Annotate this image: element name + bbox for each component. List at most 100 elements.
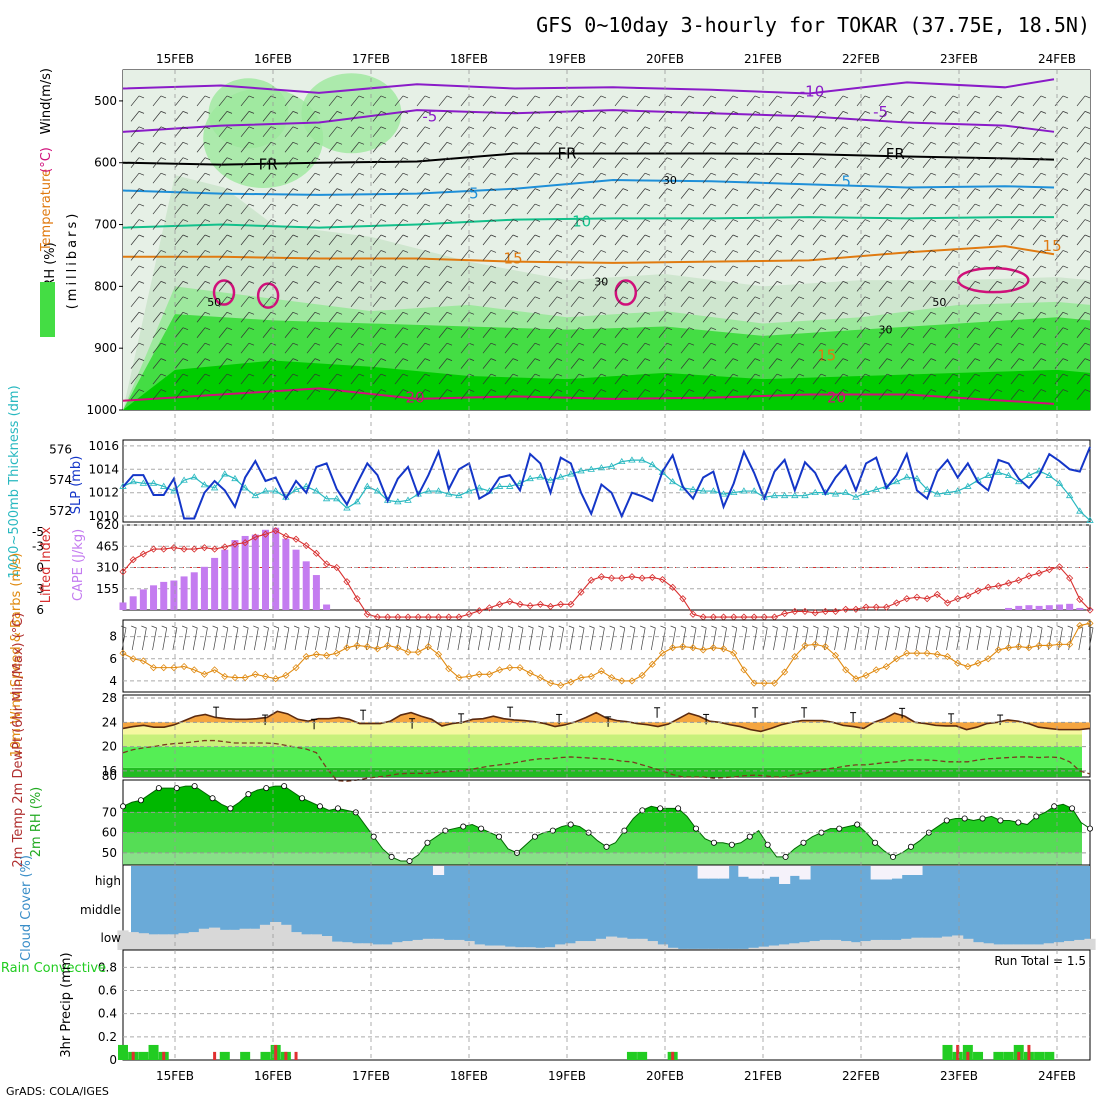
cloud-low-bar	[911, 938, 922, 950]
precip-total-bar	[220, 1052, 230, 1060]
cloud-low-bar	[1074, 940, 1085, 950]
cloud-low-bar	[922, 938, 933, 950]
y-tick-label-temp: 28	[102, 691, 117, 705]
y-tick-label-cape: 155	[96, 582, 119, 596]
cape-bar	[323, 605, 330, 610]
precip-total-bar	[240, 1052, 250, 1060]
rh-point	[908, 844, 913, 849]
footer-credit: GrADS: COLA/IGES	[6, 1085, 109, 1098]
rh-point	[425, 840, 430, 845]
y-axis-title-lifted: Lifted Index	[39, 526, 54, 603]
cloud-high-bar	[698, 866, 709, 879]
rh-point	[335, 806, 340, 811]
date-label-top: 17FEB	[352, 52, 390, 66]
cloud-low-bar	[769, 946, 780, 950]
cloud-level-label: middle	[80, 903, 121, 917]
y-tick-label-rh-top: 80	[102, 769, 117, 783]
cloud-low-bar	[250, 929, 261, 950]
date-label-top: 21FEB	[744, 52, 782, 66]
cape-bar	[293, 550, 300, 610]
rh-point	[156, 785, 161, 790]
precip-total-bar	[637, 1052, 647, 1060]
rh-point	[407, 858, 412, 863]
cloud-low-bar	[810, 941, 821, 950]
cloud-low-bar	[484, 946, 495, 950]
rh-point	[282, 783, 287, 788]
cloud-low-bar	[596, 939, 607, 950]
cloud-low-bar	[779, 944, 790, 950]
y-tick-label-rh: 70	[102, 805, 117, 819]
cloud-low-bar	[1064, 941, 1075, 950]
cape-bar	[150, 585, 157, 610]
precip-total-bar	[1044, 1052, 1054, 1060]
y-axis-title-part: Wind	[39, 102, 54, 135]
y-axis-title-slp: SLP (mb)	[69, 456, 84, 515]
rh-point	[658, 806, 663, 811]
cloud-low-bar	[932, 938, 943, 950]
rh-point	[801, 840, 806, 845]
date-label-top: 23FEB	[940, 52, 978, 66]
rh-point	[568, 822, 573, 827]
precip-total-bar	[149, 1045, 159, 1060]
cloud-high-bar	[759, 866, 770, 879]
cloud-high-bar	[749, 866, 760, 879]
cape-bar	[181, 576, 188, 610]
cloud-low-bar	[860, 941, 871, 950]
precip-total-bar	[1004, 1052, 1014, 1060]
cloud-low-bar	[901, 939, 912, 950]
cloud-low-bar	[993, 944, 1004, 950]
cloud-high-bar	[911, 866, 922, 875]
cloud-low-bar	[382, 944, 393, 950]
cape-bar	[191, 572, 198, 610]
temp-band	[123, 768, 1082, 777]
rh-point	[962, 816, 967, 821]
precip-conv-bar	[284, 1052, 287, 1060]
cloud-low-bar	[575, 941, 586, 950]
cloud-low-bar	[158, 934, 169, 950]
rh-point	[299, 796, 304, 801]
y-tick-label-cape: 620	[96, 518, 119, 532]
precip-conv-bar	[671, 1052, 674, 1060]
cloud-low-bar	[209, 928, 220, 950]
cloud-low-bar	[616, 938, 627, 950]
rh-point	[837, 826, 842, 831]
upper-air-panel: -10-5 -5FRFR FR551015151520 20303050 5030500…	[39, 68, 1090, 417]
y-tick-label: 1000	[86, 403, 117, 417]
date-label-bottom: 17FEB	[352, 1069, 390, 1083]
rh-point	[980, 816, 985, 821]
cloud-level-label: high	[95, 874, 121, 888]
cloud-low-bar	[413, 940, 424, 950]
cape-bar	[140, 589, 147, 610]
date-label-top: 15FEB	[156, 52, 194, 66]
date-label-bottom: 20FEB	[646, 1069, 684, 1083]
rh-point	[1034, 814, 1039, 819]
cape-bar	[170, 581, 177, 610]
rh-point	[1016, 820, 1021, 825]
cloud-low-bar	[759, 947, 770, 950]
rh-point	[532, 834, 537, 839]
cloud-low-bar	[891, 940, 902, 950]
cloud-low-bar	[504, 947, 515, 950]
cape-bar	[242, 536, 249, 610]
rh-point	[676, 806, 681, 811]
y-axis-title-pressure: (millibars)	[65, 211, 80, 310]
cloud-low-bar	[972, 942, 983, 950]
temp-band	[123, 734, 1082, 746]
rh-point	[1069, 806, 1074, 811]
chart-title: GFS 0~10day 3-hourly for TOKAR (37.75E, …	[536, 13, 1090, 37]
cloud-low-bar	[331, 942, 342, 950]
cloud-low-bar	[402, 941, 413, 950]
rh-point	[317, 804, 322, 809]
cloud-high-bar	[789, 866, 800, 876]
date-label-top: 19FEB	[548, 52, 586, 66]
precip-total-bar	[627, 1052, 637, 1060]
cloud-level-label: low	[101, 931, 122, 945]
cape-bar	[1036, 606, 1043, 610]
cloud-cover-panel: highmiddlelowCloud Cover (%)	[19, 855, 1096, 961]
isotherm-label: 20	[406, 389, 425, 407]
cloud-high-bar	[871, 866, 882, 880]
rh-point	[783, 854, 788, 859]
y-tick-label-rh: 60	[102, 826, 117, 840]
cloud-high-bar	[718, 866, 729, 879]
rh-point	[264, 785, 269, 790]
